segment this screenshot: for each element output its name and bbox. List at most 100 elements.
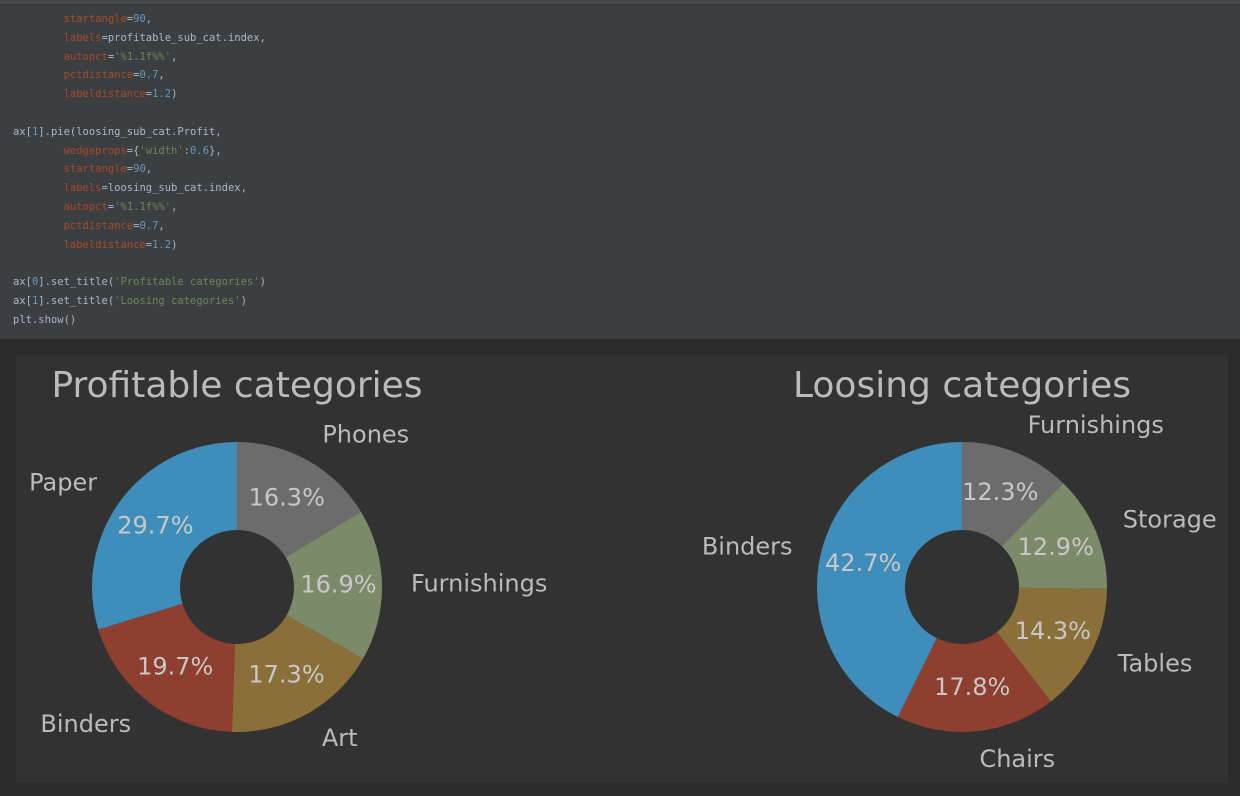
code-token: = — [145, 88, 153, 101]
code-line: autopct='%1.1f%%', — [13, 48, 266, 67]
code-line: wedgeprops={'width':0.6}, — [13, 142, 266, 161]
code-token: 'width' — [139, 144, 184, 157]
slice-category-label: Storage — [1123, 505, 1217, 533]
code-line — [13, 254, 266, 273]
slice-percent-label: 12.3% — [962, 478, 1038, 506]
slice-percent-label: 42.7% — [825, 549, 901, 577]
code-token: plt.show() — [13, 313, 77, 326]
donut-slice — [231, 615, 364, 732]
code-line: labeldistance=1.2) — [13, 236, 266, 255]
slice-percent-label: 17.3% — [248, 661, 324, 689]
donut-slice — [1001, 483, 1107, 589]
code-token: = — [126, 163, 134, 176]
code-line: labeldistance=1.2) — [13, 85, 266, 104]
code-token: , — [158, 69, 165, 82]
code-line: labels=profitable_sub_cat.index, — [13, 29, 266, 48]
slice-category-label: Furnishings — [1028, 411, 1164, 439]
code-line: autopct='%1.1f%%', — [13, 198, 266, 217]
code-token: ={ — [126, 144, 140, 157]
code-token: startangle — [63, 163, 127, 176]
donut-slice — [237, 442, 361, 558]
code-editor[interactable]: startangle=90, labels=profitable_sub_cat… — [13, 10, 266, 330]
code-line: startangle=90, — [13, 10, 266, 29]
chart-title: Profitable categories — [51, 365, 422, 406]
code-token: ].set_title( — [38, 294, 115, 307]
slice-percent-label: 12.9% — [1018, 533, 1094, 561]
donut-slice — [285, 511, 382, 659]
code-token — [13, 145, 64, 157]
donut-slice — [817, 442, 962, 718]
code-token: 0 — [31, 276, 39, 289]
code-token: ax[ — [13, 125, 32, 138]
donut-slice — [92, 442, 238, 630]
code-token: = — [145, 238, 153, 251]
code-token: 90 — [133, 13, 146, 25]
chart-title: Loosing categories — [793, 365, 1131, 406]
code-line: pctdistance=0.7, — [13, 66, 266, 85]
code-token — [13, 201, 64, 213]
code-token: 0.6 — [190, 144, 210, 157]
code-token — [13, 32, 64, 44]
code-token: 1 — [31, 125, 39, 138]
code-token: = — [133, 219, 140, 232]
slice-category-label: Paper — [29, 469, 97, 497]
code-token: , — [171, 50, 178, 63]
code-token — [13, 239, 64, 251]
code-line: pctdistance=0.7, — [13, 217, 266, 236]
slice-percent-label: 16.3% — [249, 484, 325, 512]
slice-category-label: Furnishings — [411, 570, 547, 598]
loosing-donut-chart: Loosing categories 12.3% Furnishings 12.9%… — [702, 365, 1217, 773]
code-token: , — [145, 163, 153, 176]
code-token: '%1.1f%%' — [114, 50, 172, 63]
code-token: ax[ — [13, 276, 32, 289]
code-cell[interactable]: startangle=90, labels=profitable_sub_cat… — [0, 0, 1240, 340]
code-token: ) — [171, 238, 178, 251]
donut-slice — [98, 603, 236, 732]
code-token: labeldistance — [63, 238, 146, 251]
code-token — [13, 182, 64, 194]
slice-category-label: Tables — [1117, 650, 1193, 678]
slice-category-label: Phones — [322, 420, 409, 448]
code-line — [13, 104, 266, 123]
donut-slice — [962, 442, 1064, 547]
code-token: =profitable_sub_cat.index, — [101, 31, 266, 44]
code-token: autopct — [63, 200, 108, 213]
code-token: pctdistance — [63, 69, 134, 82]
code-token: ].set_title( — [38, 276, 115, 289]
code-token: ) — [171, 88, 178, 101]
code-token — [13, 220, 64, 232]
code-token: 'Profitable categories' — [114, 276, 260, 289]
code-token — [13, 51, 64, 63]
slice-category-label: Chairs — [979, 745, 1055, 773]
code-token: = — [107, 50, 115, 63]
code-line: ax[1].set_title('Loosing categories') — [13, 292, 266, 311]
donut-slice — [897, 632, 1051, 732]
code-token: startangle — [63, 13, 127, 25]
code-token: 0.7 — [139, 219, 159, 232]
code-token: labels — [63, 31, 102, 44]
code-token: ax[ — [13, 294, 32, 307]
code-token: = — [133, 69, 140, 82]
code-token — [13, 88, 64, 100]
code-line: labels=loosing_sub_cat.index, — [13, 179, 266, 198]
code-token: '%1.1f%%' — [114, 200, 172, 213]
code-token: 1.2 — [152, 88, 172, 101]
code-cell-scroll-edge — [0, 0, 1240, 5]
code-token — [13, 69, 64, 81]
code-token: labeldistance — [63, 88, 146, 101]
slice-percent-label: 16.9% — [300, 571, 376, 599]
profitable-donut-chart: Profitable categories 16.3% Phones 16.9% Fu… — [29, 365, 547, 752]
code-token: ) — [240, 294, 247, 307]
slice-percent-label: 29.7% — [117, 512, 193, 540]
code-token: = — [107, 200, 115, 213]
slice-percent-label: 17.8% — [934, 673, 1010, 701]
code-line: plt.show() — [13, 311, 266, 330]
code-token: , — [145, 13, 153, 25]
code-token: , — [158, 219, 165, 232]
code-line: startangle=90, — [13, 160, 266, 179]
slice-category-label: Binders — [702, 532, 793, 560]
code-token: : — [183, 144, 191, 157]
code-token: = — [126, 13, 134, 25]
code-line: ax[1].pie(loosing_sub_cat.Profit, — [13, 123, 266, 142]
cell-output: Profitable categories 16.3% Phones 16.9% Fu… — [0, 341, 1240, 796]
